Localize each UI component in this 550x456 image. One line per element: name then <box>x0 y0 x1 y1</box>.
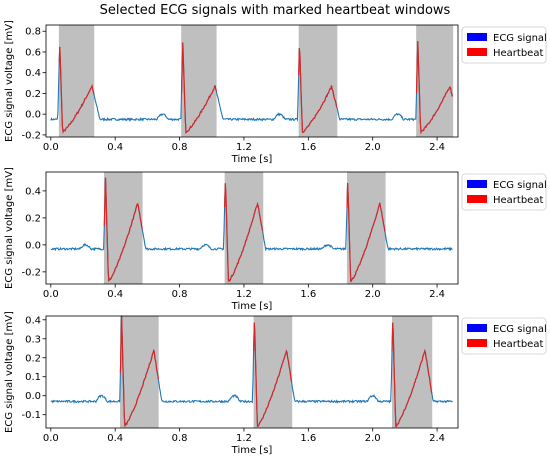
legend-swatch-ecg <box>467 180 487 188</box>
x-tick-label: 1.6 <box>300 433 316 444</box>
y-tick-label: 0.0 <box>25 110 41 121</box>
heartbeat-window-1 <box>58 25 95 137</box>
x-tick-label: 0.8 <box>172 142 188 153</box>
y-tick-label: -0.2 <box>21 267 41 278</box>
x-tick-label: 0.4 <box>107 289 123 300</box>
axes-frame <box>45 24 459 138</box>
legend-label-heartbeat: Heartbeat <box>493 339 543 350</box>
legend-swatch-ecg <box>467 324 487 332</box>
heartbeat-window-3 <box>392 316 433 428</box>
x-tick-label: 0.4 <box>107 142 123 153</box>
legend-label-ecg: ECG signal <box>493 324 547 335</box>
subplot-3: 0.0 0.4 0.8 1.2 1.6 2.0 2.4 -0.1 0.0 0.1 0.2 0.3 0.4… <box>4 311 547 456</box>
legend-label-heartbeat: Heartbeat <box>493 48 543 59</box>
heartbeat-line-1 <box>58 46 95 134</box>
y-tick-label: 0.4 <box>25 186 41 197</box>
y-tick-label: 0.1 <box>25 372 41 383</box>
ecg-signal-line <box>50 315 453 427</box>
legend-label-ecg: ECG signal <box>493 180 547 191</box>
y-tick-label: 0.4 <box>25 315 41 326</box>
y-tick-label: -0.1 <box>21 410 41 421</box>
heartbeat-window-2 <box>181 25 217 137</box>
heartbeat-window-1 <box>120 316 159 428</box>
heartbeat-line-3 <box>298 48 338 133</box>
heartbeat-line-2 <box>253 322 293 428</box>
x-axis-label: Time [s] <box>231 445 273 456</box>
y-axis-label: ECG signal voltage [mV] <box>4 20 15 142</box>
heartbeat-window-4 <box>416 25 454 137</box>
y-axis-label: ECG signal voltage [mV] <box>4 311 15 433</box>
legend: ECG signal Heartbeat <box>461 173 547 211</box>
x-tick-label: 1.6 <box>300 142 316 153</box>
x-tick-label: 0.8 <box>172 433 188 444</box>
y-tick-label: 0.4 <box>25 68 41 79</box>
y-tick-label: 0.2 <box>25 353 41 364</box>
heartbeat-line-3 <box>391 322 433 427</box>
legend-swatch-heartbeat <box>467 339 487 347</box>
heartbeat-line-4 <box>415 41 454 135</box>
x-tick-label: 2.0 <box>365 433 381 444</box>
heartbeat-window-2 <box>224 172 264 284</box>
heartbeat-window-1 <box>103 172 143 284</box>
x-tick-label: 0.0 <box>43 142 59 153</box>
heartbeat-window-3 <box>298 25 338 137</box>
heartbeat-window-3 <box>346 172 386 284</box>
x-tick-label: 0.4 <box>107 433 123 444</box>
x-tick-label: 1.2 <box>236 289 252 300</box>
x-tick-label: 2.0 <box>365 289 381 300</box>
x-tick-label: 0.8 <box>172 289 188 300</box>
y-tick-label: 0.0 <box>25 391 41 402</box>
x-axis-label: Time [s] <box>231 301 273 312</box>
x-tick-label: 1.2 <box>236 142 252 153</box>
y-tick-label: 0.6 <box>25 47 41 58</box>
legend: ECG signal Heartbeat <box>461 26 547 64</box>
heartbeat-window-2 <box>253 316 293 428</box>
axes-frame <box>45 171 459 285</box>
x-tick-label: 0.0 <box>43 433 59 444</box>
legend-label-ecg: ECG signal <box>493 33 547 44</box>
x-tick-label: 2.0 <box>365 142 381 153</box>
axes-frame <box>45 315 459 429</box>
heartbeat-line-1 <box>103 177 143 282</box>
heartbeat-line-2 <box>224 183 264 282</box>
x-axis-label: Time [s] <box>231 154 273 165</box>
y-tick-label: 0.2 <box>25 89 41 100</box>
heartbeat-line-1 <box>119 315 159 427</box>
y-tick-label: 0.8 <box>25 27 41 38</box>
y-tick-label: -0.2 <box>21 130 41 141</box>
x-tick-label: 2.4 <box>429 289 445 300</box>
y-axis-label: ECG signal voltage [mV] <box>4 167 15 289</box>
figure-title: Selected ECG signals with marked heartbe… <box>100 3 451 18</box>
legend-swatch-heartbeat <box>467 195 487 203</box>
ecg-signal-line <box>50 41 454 135</box>
legend-swatch-heartbeat <box>467 48 487 56</box>
y-tick-label: 0.2 <box>25 213 41 224</box>
x-tick-label: 0.0 <box>43 289 59 300</box>
legend: ECG signal Heartbeat <box>461 317 547 355</box>
x-tick-label: 1.6 <box>300 289 316 300</box>
heartbeat-line-3 <box>346 182 386 283</box>
subplots: 0.0 0.4 0.8 1.2 1.6 2.0 2.4-0.20.00.20.40.60.8… <box>4 20 547 456</box>
x-tick-label: 2.4 <box>429 142 445 153</box>
x-tick-label: 2.4 <box>429 433 445 444</box>
x-tick-label: 1.2 <box>236 433 252 444</box>
y-tick-label: 0.0 <box>25 240 41 251</box>
legend-swatch-ecg <box>467 33 487 41</box>
legend-label-heartbeat: Heartbeat <box>493 195 543 206</box>
subplot-1: 0.0 0.4 0.8 1.2 1.6 2.0 2.4-0.20.00.20.40.60.8… <box>4 20 547 165</box>
heartbeat-line-2 <box>180 42 217 134</box>
y-tick-label: 0.3 <box>25 334 41 345</box>
